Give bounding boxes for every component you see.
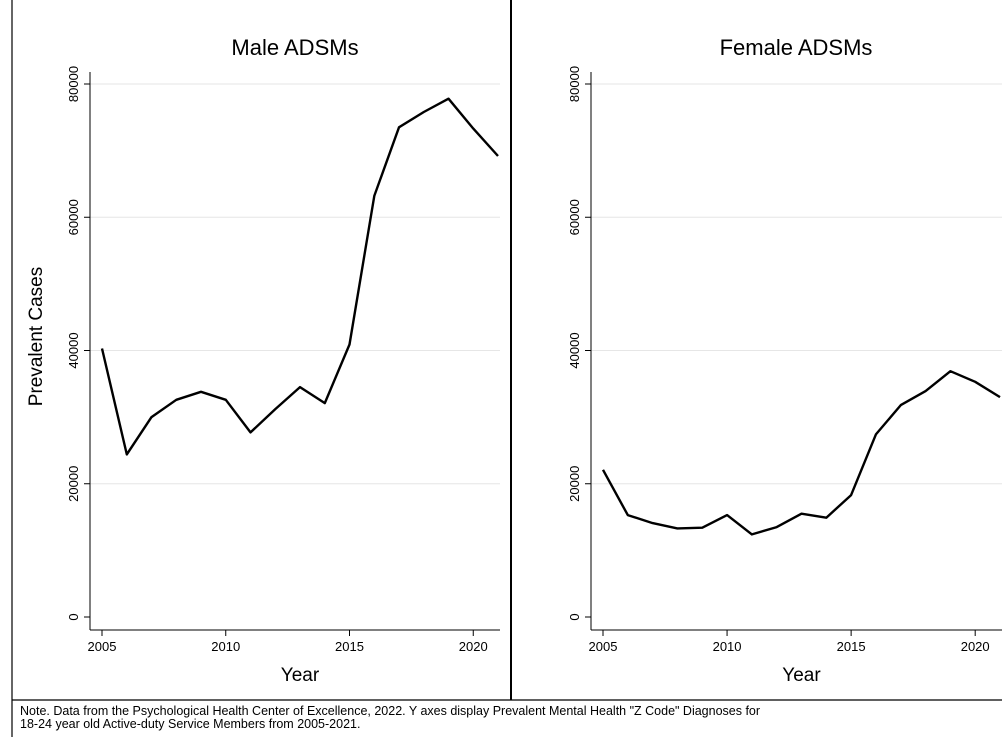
x-tick-label: 2020 <box>961 639 990 654</box>
panel-title: Female ADSMs <box>720 35 873 60</box>
x-tick-label: 2005 <box>88 639 117 654</box>
y-tick-label: 40000 <box>567 332 582 368</box>
series-line <box>601 370 1001 536</box>
x-axis-title: Year <box>782 665 821 686</box>
y-tick-label: 0 <box>567 613 582 620</box>
y-tick-label: 20000 <box>567 466 582 502</box>
y-axis-title: Prevalent Cases <box>26 267 47 406</box>
x-tick-label: 2010 <box>211 639 240 654</box>
x-tick-label: 2010 <box>713 639 742 654</box>
panel-title: Male ADSMs <box>231 35 358 60</box>
y-tick-label: 20000 <box>66 466 81 502</box>
x-tick-label: 2005 <box>589 639 618 654</box>
y-tick-label: 0 <box>66 613 81 620</box>
y-tick-label: 40000 <box>66 332 81 368</box>
x-axis-title: Year <box>281 665 320 686</box>
y-tick-label: 60000 <box>66 199 81 235</box>
x-tick-label: 2020 <box>459 639 488 654</box>
panels: 0 20000 40000 60000 80000 2005 2010 2015 2020 Mal… <box>26 35 1002 686</box>
y-tick-label: 80000 <box>567 66 582 102</box>
series-line <box>100 97 499 456</box>
y-tick-label: 80000 <box>66 66 81 102</box>
y-tick-label: 60000 <box>567 199 582 235</box>
chart-panel-1: 0 20000 40000 60000 80000 2005 2010 2015 2020 Mal… <box>26 35 500 686</box>
x-tick-label: 2015 <box>837 639 866 654</box>
figure-note: Note. Data from the Psychological Health… <box>20 704 761 731</box>
x-tick-label: 2015 <box>335 639 364 654</box>
chart-panel-2: 0 20000 40000 60000 80000 2005 2010 2015 2020 Fem… <box>567 35 1002 686</box>
